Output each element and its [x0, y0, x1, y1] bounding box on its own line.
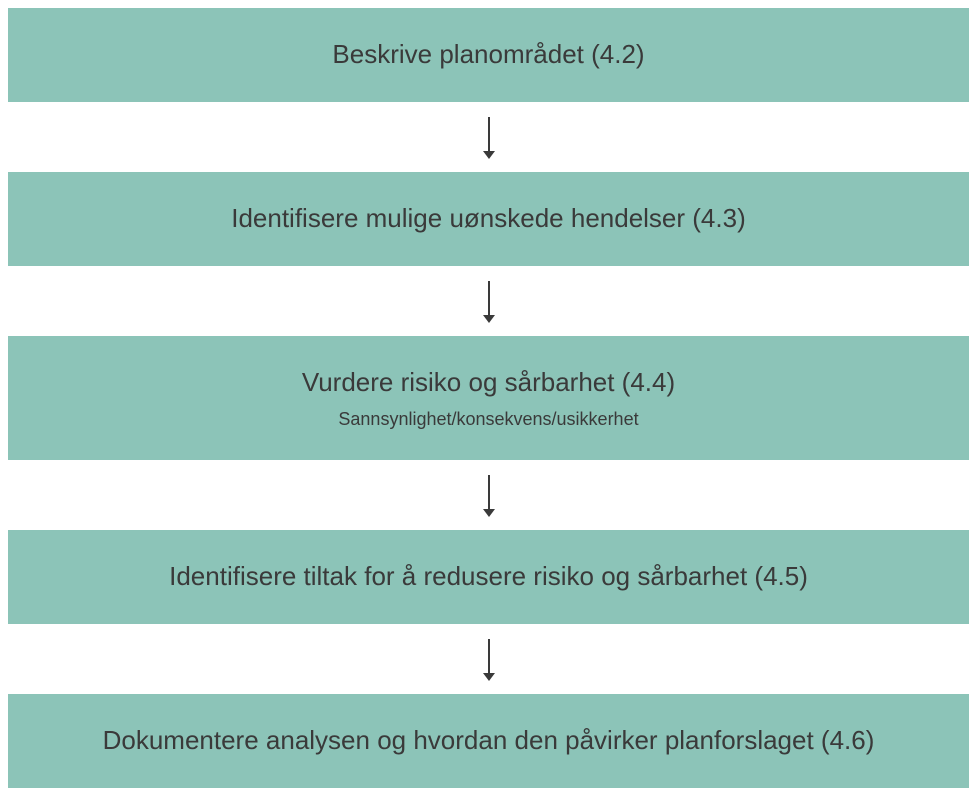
flowchart-container: Beskrive planområdet (4.2) Identifisere …	[8, 8, 969, 788]
step-box-4: Identifisere tiltak for å redusere risik…	[8, 530, 969, 624]
step-box-2: Identifisere mulige uønskede hendelser (…	[8, 172, 969, 266]
step-title: Identifisere mulige uønskede hendelser (…	[231, 202, 746, 236]
step-subtitle: Sannsynlighet/konsekvens/usikkerhet	[338, 409, 638, 430]
step-box-1: Beskrive planområdet (4.2)	[8, 8, 969, 102]
step-box-3: Vurdere risiko og sårbarhet (4.4) Sannsy…	[8, 336, 969, 461]
step-box-5: Dokumentere analysen og hvordan den påvi…	[8, 694, 969, 788]
arrow-2	[488, 266, 490, 336]
step-title: Dokumentere analysen og hvordan den påvi…	[103, 724, 875, 758]
step-title: Beskrive planområdet (4.2)	[332, 38, 644, 72]
arrow-1	[488, 102, 490, 172]
step-title: Identifisere tiltak for å redusere risik…	[169, 560, 808, 594]
arrow-4	[488, 624, 490, 694]
step-title: Vurdere risiko og sårbarhet (4.4)	[302, 366, 675, 400]
arrow-3	[488, 460, 490, 530]
